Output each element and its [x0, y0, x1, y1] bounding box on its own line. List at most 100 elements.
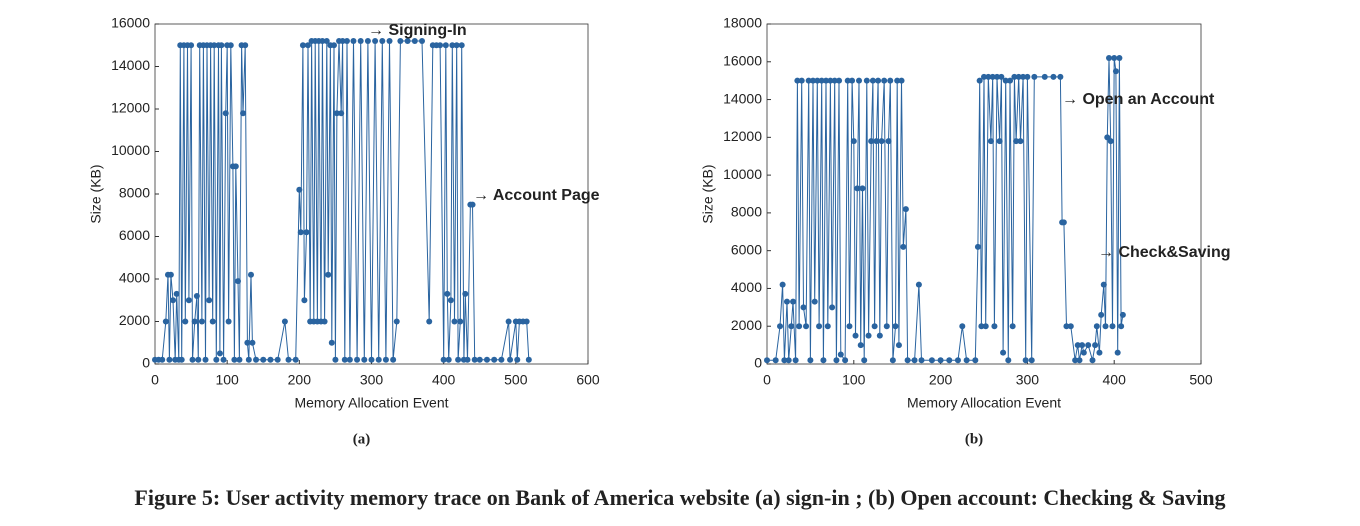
data-point [1111, 55, 1118, 61]
data-point [852, 332, 859, 339]
data-point [220, 356, 227, 363]
data-point [476, 356, 483, 363]
x-tick-label: 200 [929, 372, 953, 388]
data-point [225, 318, 232, 325]
data-point [833, 357, 840, 364]
data-point [296, 186, 303, 193]
data-point [245, 356, 252, 363]
data-point [274, 356, 281, 363]
data-point [211, 42, 218, 49]
data-point [904, 357, 911, 364]
data-point [976, 77, 983, 84]
data-point [915, 281, 922, 288]
data-point [1092, 342, 1099, 349]
data-point [985, 73, 992, 80]
data-point [865, 332, 872, 339]
data-point [354, 356, 361, 363]
data-point [1093, 323, 1100, 330]
data-point [188, 42, 195, 49]
data-point [397, 38, 404, 44]
data-point [954, 357, 961, 364]
data-point [442, 42, 449, 49]
data-point [788, 323, 795, 330]
data-point [167, 271, 174, 278]
data-point [863, 77, 870, 84]
data-point [1118, 323, 1125, 330]
data-point [1100, 281, 1107, 288]
y-tick-label: 10000 [111, 142, 150, 158]
data-point [213, 356, 220, 363]
data-point [918, 357, 925, 364]
data-point [1011, 73, 1018, 80]
data-point [304, 42, 311, 49]
y-axis-label: Size (KB) [700, 164, 716, 223]
data-point [1028, 357, 1035, 364]
data-point [303, 229, 310, 236]
data-point [1000, 349, 1007, 356]
data-point [849, 77, 856, 84]
data-point [1085, 342, 1092, 349]
data-point [1109, 323, 1116, 330]
data-point [491, 356, 498, 363]
x-tick-label: 400 [1103, 372, 1127, 388]
data-point [464, 356, 471, 363]
y-tick-label: 16000 [111, 15, 150, 31]
data-point [868, 138, 875, 145]
annotation: → Signing-In [368, 22, 467, 39]
data-point [372, 38, 379, 44]
data-point [1031, 73, 1038, 80]
y-axis-label: Size (KB) [88, 164, 104, 223]
data-point [856, 77, 863, 84]
data-point [805, 77, 812, 84]
data-point [249, 339, 256, 346]
data-point [411, 38, 418, 44]
y-tick-label: 2000 [119, 312, 150, 328]
data-point [505, 318, 512, 325]
data-point [451, 318, 458, 325]
data-point [876, 332, 883, 339]
data-point [1079, 342, 1086, 349]
data-point [1080, 349, 1087, 356]
data-point [885, 138, 892, 145]
data-point [170, 297, 177, 304]
data-point [989, 73, 996, 80]
annotation: → Account Page [473, 187, 600, 204]
data-point [996, 138, 1003, 145]
data-point [1057, 73, 1064, 80]
data-point [871, 323, 878, 330]
data-point [873, 138, 880, 145]
data-point [242, 42, 249, 49]
annotation: → Check&Saving [1098, 244, 1230, 261]
data-point [878, 138, 885, 145]
x-tick-label: 100 [215, 372, 239, 388]
data-point [895, 342, 902, 349]
data-point [798, 77, 805, 84]
data-point [379, 38, 386, 44]
y-tick-label: 8000 [119, 185, 150, 201]
data-point [393, 318, 400, 325]
data-point [846, 323, 853, 330]
data-point [341, 356, 348, 363]
data-point [803, 323, 810, 330]
data-point [166, 356, 173, 363]
data-point [898, 77, 905, 84]
data-point [440, 356, 447, 363]
data-point [301, 297, 308, 304]
data-point [525, 356, 532, 363]
data-point [523, 318, 530, 325]
data-point [330, 42, 337, 49]
data-point [240, 110, 247, 117]
data-point [469, 201, 476, 208]
panel-label: (b) [965, 431, 983, 447]
y-tick-label: 2000 [731, 317, 762, 333]
data-point [343, 38, 350, 44]
data-point [1072, 357, 1079, 364]
data-point [350, 38, 357, 44]
data-point [1119, 311, 1126, 318]
data-point [854, 185, 861, 192]
data-point [173, 290, 180, 297]
data-point [1067, 323, 1074, 330]
data-point [972, 357, 979, 364]
data-point [991, 323, 998, 330]
